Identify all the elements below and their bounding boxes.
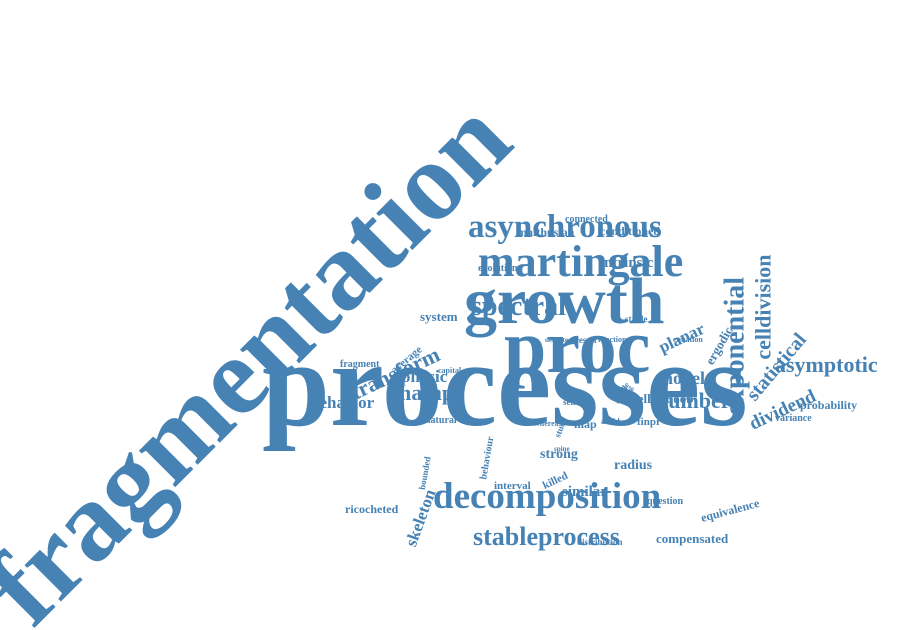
word-mathpr: mathpr (393, 380, 464, 406)
word-system: system (420, 308, 458, 324)
word-finpr: finpr (637, 416, 661, 429)
word-self: self (563, 396, 576, 407)
word-stableprocess: stableprocess (473, 522, 620, 552)
word-asymptotic: asymptotic (775, 352, 878, 378)
word-celldivision: celldivision (750, 254, 776, 360)
word-result: result (575, 334, 597, 345)
word-function: function (598, 334, 627, 344)
word-spectral: spectral (471, 290, 566, 322)
word-intrinsic: intrinsic (600, 255, 654, 271)
word-number: number (656, 388, 731, 414)
word-asynchronous: asynchronous (468, 208, 662, 245)
word-whereas: whereas (534, 418, 562, 428)
word-malthusian: malthusian (517, 225, 575, 240)
word-bounded: bounded (416, 455, 433, 491)
word-skeleton: skeleton (401, 487, 440, 550)
word-article: article (615, 385, 635, 394)
word-delicate: delicate (545, 336, 568, 345)
word-behavior: behavior (310, 393, 375, 413)
word-strong: strong (540, 446, 578, 462)
word-physic: physic (401, 367, 448, 387)
word-radius: radius (614, 457, 653, 473)
word-growth: growth (464, 265, 665, 339)
word-fragment: fragment (340, 359, 380, 370)
word-probability: probability (800, 398, 858, 413)
word-equation: equation (673, 334, 703, 344)
word-martingale: martingale (478, 236, 684, 286)
word-distribution: distribution (577, 536, 623, 547)
word-connected: connected (565, 214, 608, 225)
word-proc: proc (504, 305, 651, 390)
word-conditioned: conditioned (600, 224, 661, 239)
word-model: model (658, 367, 705, 388)
word-similar: similar (562, 484, 607, 500)
word-processes: processes (262, 317, 748, 453)
word-capital: capital (438, 365, 462, 375)
word-equivalence: equivalence (699, 496, 761, 526)
word-avoid: avoid (601, 416, 620, 426)
word-interval: interval (494, 480, 531, 493)
word-natural: natural (425, 415, 457, 426)
word-stable: stable (625, 313, 648, 324)
word-map: map (574, 417, 597, 432)
word-evolution: evolution (478, 263, 518, 274)
word-decomposition: decomposition (433, 476, 662, 518)
word-variance: variance (775, 413, 812, 424)
word-question: question (647, 496, 684, 507)
word-doob: doob (666, 390, 694, 406)
word-compensated: compensated (656, 530, 729, 546)
word-ricocheted: ricocheted (345, 502, 399, 517)
word-spine: spine (554, 445, 570, 454)
word-cell: cell (632, 390, 651, 406)
